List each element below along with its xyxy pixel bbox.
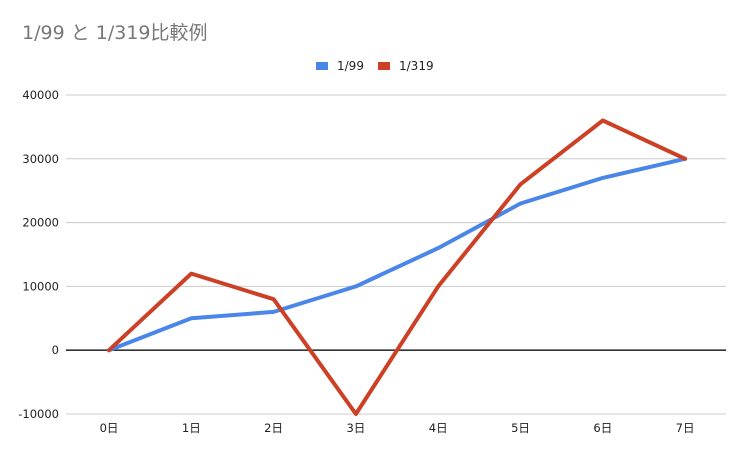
gridlines xyxy=(66,94,726,415)
y-tick-label: 0 xyxy=(52,343,59,357)
y-tick-label: 20000 xyxy=(22,216,59,230)
x-tick-label: 0日 xyxy=(100,421,119,435)
y-tick-label: 10000 xyxy=(22,279,59,293)
series-lines xyxy=(107,118,688,416)
x-axis: 0日 1日 2日 3日 4日 5日 6日 7日 xyxy=(100,421,695,435)
x-tick-label: 6日 xyxy=(593,421,612,435)
legend-swatch-2 xyxy=(378,62,390,70)
y-tick-label: -10000 xyxy=(18,407,59,421)
chart-title: 1/99 と 1/319比較例 xyxy=(22,22,208,44)
legend: 1/99 1/319 xyxy=(316,59,434,73)
x-tick-label: 1日 xyxy=(182,421,201,435)
legend-label-1: 1/99 xyxy=(337,59,364,73)
legend-label-2: 1/319 xyxy=(399,59,434,73)
x-tick-label: 3日 xyxy=(346,421,365,435)
x-tick-label: 4日 xyxy=(429,421,448,435)
legend-swatch-1 xyxy=(316,62,328,70)
y-tick-label: 40000 xyxy=(22,88,59,102)
series-line-2 xyxy=(107,118,688,416)
x-tick-label: 2日 xyxy=(264,421,283,435)
y-tick-label: 30000 xyxy=(22,152,59,166)
x-tick-label: 7日 xyxy=(676,421,695,435)
y-axis: 40000 30000 20000 10000 0 -10000 xyxy=(18,88,59,421)
x-tick-label: 5日 xyxy=(511,421,530,435)
series-line-1 xyxy=(107,156,688,353)
